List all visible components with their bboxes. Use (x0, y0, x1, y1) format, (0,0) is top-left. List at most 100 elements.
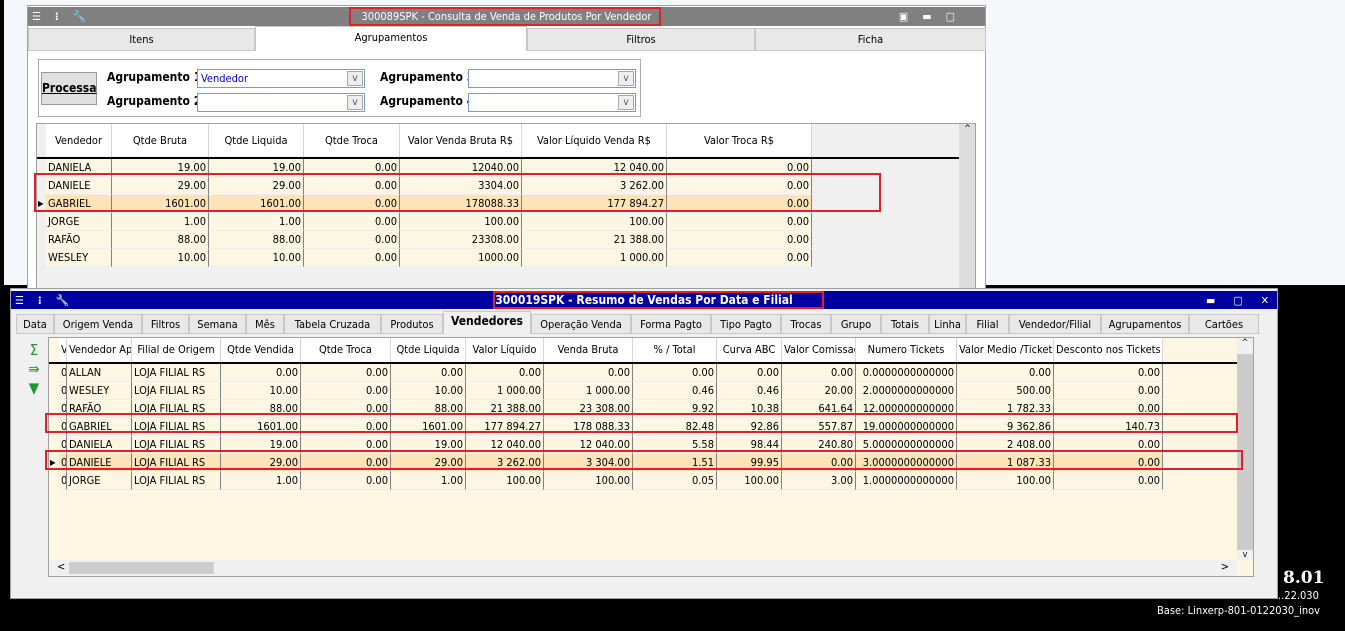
tab-forma-pagto[interactable]: Forma Pagto (631, 314, 711, 334)
tab-vendedores[interactable]: Vendedores (443, 311, 531, 334)
horizontal-scrollbar[interactable]: < > (49, 560, 1237, 576)
table-cell: 1.51 (633, 454, 717, 472)
traffic-light-icon[interactable]: ⁝ (37, 293, 42, 307)
column-header[interactable]: Numero Tickets (856, 338, 957, 362)
column-header[interactable]: Filial de Origem (132, 338, 221, 362)
column-header[interactable]: Venda Bruta (544, 338, 633, 362)
table-cell: 0.00 (304, 177, 400, 195)
table-row[interactable]: DANIELE 29.00 29.00 0.00 3304.00 3 262.00 0.00 (37, 177, 959, 195)
table-row[interactable]: 0130WESLEYLOJA FILIAL RS10.000.0010.001 … (49, 382, 1237, 400)
column-header[interactable]: Valor Líquido (466, 338, 544, 362)
maximize-button[interactable]: ▢ (1233, 293, 1243, 307)
side-toolbar: Σ ⇛ ▼ (23, 341, 45, 398)
tab-totais[interactable]: Totais (881, 314, 929, 334)
table-row[interactable]: WESLEY 10.00 10.00 0.00 1000.00 1 000.00 0.00 (37, 249, 959, 267)
column-header[interactable]: Vendedor (46, 124, 112, 157)
chevron-down-icon[interactable]: v (347, 71, 363, 86)
grouping-3-select[interactable]: v (468, 69, 636, 88)
menu-icon[interactable]: ☰ (32, 10, 41, 23)
table-cell: LOJA FILIAL RS (132, 454, 221, 472)
chevron-down-icon[interactable]: v (347, 95, 363, 110)
table-row[interactable]: JORGE 1.00 1.00 0.00 100.00 100.00 0.00 (37, 213, 959, 231)
minimize-button[interactable]: ▬ (1205, 293, 1216, 307)
tab-filtros[interactable]: Filtros (527, 28, 755, 51)
table-cell: 0.00 (304, 159, 400, 177)
vertical-scrollbar[interactable]: ^ (959, 124, 975, 292)
grouping-2-select[interactable]: v (197, 93, 365, 112)
table-row[interactable]: 0048DANIELALOJA FILIAL RS19.000.0019.001… (49, 436, 1237, 454)
chevron-down-icon[interactable]: v (618, 71, 634, 86)
tab-trocas[interactable]: Trocas (781, 314, 831, 334)
table-cell: 0.00 (667, 249, 812, 267)
table-cell: 1000.00 (400, 249, 522, 267)
tab-semana[interactable]: Semana (189, 314, 246, 334)
tab-ficha[interactable]: Ficha (755, 28, 986, 51)
bottom-grid: VendedorVendedor ApelidoFilial de Origem… (48, 337, 1254, 577)
chevron-down-icon[interactable]: v (618, 95, 634, 110)
grouping-1-select[interactable]: Vendedor v (197, 69, 365, 88)
table-cell: 177 894.27 (522, 195, 667, 213)
tab-produtos[interactable]: Produtos (381, 314, 443, 334)
column-header[interactable]: Qtde Troca (301, 338, 391, 362)
tab-tipo-pagto[interactable]: Tipo Pagto (711, 314, 781, 334)
table-row[interactable]: ▶0140DANIELELOJA FILIAL RS29.000.0029.00… (49, 454, 1237, 472)
sum-icon[interactable]: Σ (29, 341, 39, 359)
table-row[interactable]: RAFÃO 88.00 88.00 0.00 23308.00 21 388.00 0.00 (37, 231, 959, 249)
wrench-icon[interactable]: 🔧 (72, 10, 87, 23)
table-row[interactable]: DANIELA 19.00 19.00 0.00 12040.00 12 040.00 0.… (37, 159, 959, 177)
column-header[interactable]: Desconto nos Tickets (1054, 338, 1163, 362)
image-icon[interactable]: ▣ (898, 10, 909, 23)
traffic-light-icon[interactable]: ⁝ (54, 10, 59, 23)
tab-itens[interactable]: Itens (28, 28, 255, 51)
column-header[interactable]: Curva ABC (717, 338, 782, 362)
tab-mês[interactable]: Mês (246, 314, 284, 334)
table-cell: 0.00 (633, 364, 717, 382)
vertical-scrollbar[interactable]: ^ v (1237, 338, 1253, 560)
close-button[interactable]: ✕ (1260, 293, 1269, 307)
tab-filial[interactable]: Filial (966, 314, 1009, 334)
column-header[interactable]: Valor Comissao (782, 338, 856, 362)
tab-origem-venda[interactable]: Origem Venda (54, 314, 142, 334)
tab-tabela-cruzada[interactable]: Tabela Cruzada (284, 314, 381, 334)
table-row[interactable]: 0047JORGELOJA FILIAL RS1.000.001.00100.0… (49, 472, 1237, 490)
table-row[interactable]: ▶ GABRIEL 1601.00 1601.00 0.00 178088.33 177 8… (37, 195, 959, 213)
column-header[interactable]: Vendedor (59, 338, 67, 362)
column-header[interactable]: Qtde Vendida (221, 338, 301, 362)
column-header[interactable]: Valor Venda Bruta R$ (400, 124, 522, 157)
table-row[interactable]: 0122GABRIELLOJA FILIAL RS1601.000.001601… (49, 418, 1237, 436)
column-header[interactable]: Vendedor Apelido (67, 338, 132, 362)
window-title: 300089SPK - Consulta de Venda de Produto… (361, 10, 652, 23)
grouping-4-select[interactable]: v (468, 93, 636, 112)
table-cell: 0.00 (304, 231, 400, 249)
column-header[interactable]: Qtde Liquida (209, 124, 304, 157)
column-header[interactable]: Valor Líquido Venda R$ (522, 124, 667, 157)
tab-vendedor-filial[interactable]: Vendedor/Filial (1009, 314, 1101, 334)
top-title-bar[interactable]: ☰ ⁝ 🔧 300089SPK - Consulta de Venda de Pro… (28, 7, 985, 26)
column-header[interactable]: Valor Troca R$ (667, 124, 812, 157)
tab-filtros[interactable]: Filtros (142, 314, 189, 334)
column-header[interactable]: % / Total (633, 338, 717, 362)
minimize-button[interactable]: ▬ (922, 10, 932, 23)
menu-icon[interactable]: ☰ (15, 293, 24, 307)
column-header[interactable]: Qtde Troca (304, 124, 400, 157)
export-icon[interactable]: ⇛ (28, 360, 40, 378)
tab-agrupamentos[interactable]: Agrupamentos (255, 26, 527, 51)
tab-agrupamentos[interactable]: Agrupamentos (1101, 314, 1189, 334)
column-header[interactable]: Qtde Bruta (112, 124, 209, 157)
tab-operação-venda[interactable]: Operação Venda (531, 314, 631, 334)
process-button[interactable]: Processa (41, 72, 97, 105)
restore-button[interactable]: ▢ (945, 10, 955, 23)
table-cell: 100.00 (522, 213, 667, 231)
tab-grupo[interactable]: Grupo (831, 314, 881, 334)
tab-linha[interactable]: Linha (929, 314, 966, 334)
wrench-icon[interactable]: 🔧 (55, 293, 70, 307)
bottom-title-bar[interactable]: ☰ ⁝ 🔧 300019SPK - Resumo de Vendas Por Dat… (11, 291, 1277, 309)
table-row[interactable]: 0096ALLANLOJA FILIAL RS0.000.000.000.000… (49, 364, 1237, 382)
tab-cartões[interactable]: Cartões (1189, 314, 1259, 334)
tab-data[interactable]: Data (16, 314, 54, 334)
column-header[interactable]: Qtde Liquida (391, 338, 466, 362)
column-header[interactable]: Valor Medio /Ticket (957, 338, 1054, 362)
table-cell: 88.00 (221, 400, 301, 418)
table-row[interactable]: 0128RAFÃOLOJA FILIAL RS88.000.0088.0021 … (49, 400, 1237, 418)
filter-down-icon[interactable]: ▼ (28, 379, 40, 397)
